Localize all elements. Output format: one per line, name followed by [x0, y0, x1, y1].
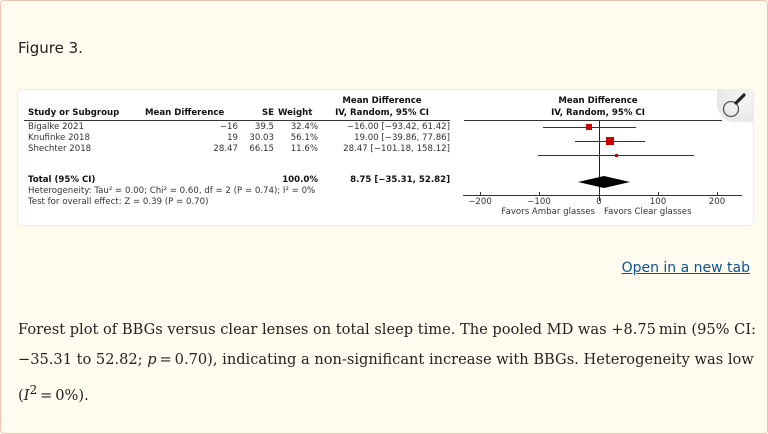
study-ci: −16.00 [−93.42, 61.42]: [346, 122, 450, 132]
caption-text: = 0.70), indicating a non-significant in…: [18, 351, 754, 404]
point-shechter: [615, 154, 618, 157]
caption-text: Forest plot of BBGs versus clear lenses …: [18, 321, 757, 368]
study-md: 19: [227, 133, 238, 143]
study-name: Knufinke 2018: [28, 133, 90, 143]
tick-label: 200: [708, 197, 726, 207]
plot-header-rule: [464, 120, 722, 121]
tick-label: −200: [468, 197, 492, 207]
caption-i: I: [23, 386, 30, 404]
study-se: 66.15: [249, 144, 274, 154]
zoom-button[interactable]: [717, 90, 753, 122]
study-weight: 32.4%: [290, 122, 318, 132]
study-name: Shechter 2018: [28, 144, 92, 154]
table-header-rule: [24, 120, 450, 121]
tick: [599, 192, 600, 196]
point-bigalke: [586, 124, 592, 130]
study-se: 30.03: [249, 133, 274, 143]
overall-effect-text: Test for overall effect: Z = 0.39 (P = 0…: [28, 197, 209, 207]
tick-label: 100: [649, 197, 667, 207]
study-name: Bigalke 2021: [28, 122, 84, 132]
study-weight: 56.1%: [290, 133, 318, 143]
study-md: −16: [219, 122, 238, 132]
header-study: Study or Subgroup: [28, 108, 120, 118]
study-ci: 28.47 [−101.18, 158.12]: [343, 144, 450, 154]
total-ci: 8.75 [−35.31, 52.82]: [350, 175, 450, 185]
favors-left-label: Favors Ambar glasses: [501, 207, 595, 217]
caption-text: = 0%).: [37, 386, 89, 404]
study-weight: 11.6%: [290, 144, 318, 154]
tick-label: 0: [596, 197, 602, 207]
header-plot-bottom: IV, Random, 95% CI: [551, 108, 645, 118]
tick: [539, 192, 540, 196]
x-axis: [463, 195, 742, 196]
total-label: Total (95% CI): [28, 175, 96, 185]
total-weight: 100.0%: [282, 175, 318, 185]
tick: [480, 192, 481, 196]
header-ci-bottom: IV, Random, 95% CI: [335, 108, 429, 118]
favors-right-label: Favors Clear glasses: [604, 207, 692, 217]
tick-label: −100: [527, 197, 551, 207]
tick: [717, 192, 718, 196]
null-line: [599, 121, 600, 201]
caption-p: p: [147, 351, 157, 368]
header-ci-top: Mean Difference: [342, 96, 422, 106]
study-se: 39.5: [254, 122, 274, 132]
header-plot-top: Mean Difference: [558, 96, 638, 106]
tick: [658, 192, 659, 196]
point-knufinke: [606, 137, 614, 145]
forest-plot-image[interactable]: Study or Subgroup Mean Difference SE Wei…: [17, 89, 754, 226]
header-mean-difference: Mean Difference: [145, 108, 225, 118]
magnifier-icon: [722, 93, 746, 118]
header-se: SE: [261, 108, 274, 118]
study-ci: 19.00 [−39.86, 77.86]: [354, 133, 450, 143]
pooled-diamond: [578, 176, 630, 188]
heterogeneity-text: Heterogeneity: Tau² = 0.00; Chi² = 0.60,…: [28, 186, 316, 196]
open-in-new-tab-link[interactable]: Open in a new tab: [621, 260, 750, 276]
caption-sup: 2: [29, 383, 38, 397]
figure-label: Figure 3.: [18, 39, 83, 57]
header-weight: Weight: [278, 108, 313, 118]
study-md: 28.47: [213, 144, 238, 154]
figure-caption: Forest plot of BBGs versus clear lenses …: [18, 315, 758, 411]
